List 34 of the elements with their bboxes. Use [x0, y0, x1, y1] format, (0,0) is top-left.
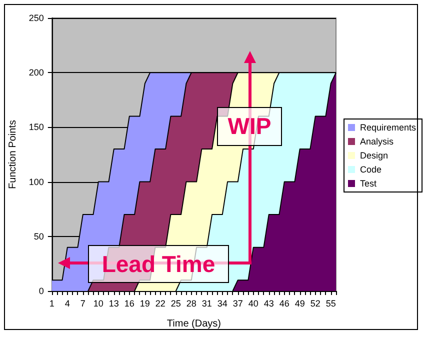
x-tick-label: 22 — [155, 298, 166, 308]
x-tick-label: 37 — [232, 298, 243, 308]
x-tick-label: 34 — [217, 298, 228, 308]
x-tick-label: 4 — [64, 298, 70, 308]
legend-label: Test — [360, 178, 378, 188]
y-axis-title: Function Points — [8, 120, 18, 189]
x-tick-label: 46 — [279, 298, 290, 308]
x-tick-label: 10 — [93, 298, 104, 308]
legend-label: Analysis — [360, 136, 394, 146]
x-tick-label: 52 — [310, 298, 320, 308]
callout-box: Lead Time — [88, 245, 229, 283]
x-tick-label: 49 — [294, 298, 305, 308]
x-tick-label: 31 — [202, 298, 212, 308]
y-tick-label: 200 — [28, 68, 44, 78]
y-tick-label: 250 — [28, 13, 44, 23]
x-tick-label: 55 — [326, 298, 336, 308]
x-tick-label: 19 — [140, 298, 150, 308]
y-tick-label: 100 — [28, 176, 44, 187]
legend-label: Code — [360, 164, 382, 174]
y-tick-label: 0 — [38, 286, 44, 296]
legend-label: Requirements — [360, 122, 417, 132]
x-tick-label: 43 — [264, 298, 274, 308]
x-tick-label: 40 — [248, 298, 258, 308]
x-tick-label: 7 — [80, 298, 86, 308]
x-tick-label: 1 — [49, 298, 54, 308]
x-tick-label: 16 — [124, 298, 134, 308]
x-tick-label: 28 — [186, 298, 196, 308]
x-tick-label: 13 — [108, 298, 119, 308]
x-tick-label: 25 — [170, 298, 181, 308]
x-axis-title: Time (Days) — [166, 318, 221, 330]
legend-label: Design — [360, 150, 388, 160]
callout-box: WIP — [217, 107, 282, 146]
y-tick-label: 150 — [28, 122, 44, 132]
y-tick-label: 50 — [34, 231, 44, 242]
